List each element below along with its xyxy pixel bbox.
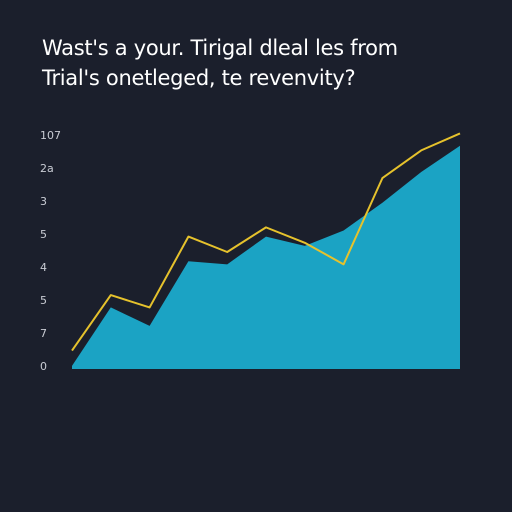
- chart-title: Wast's a your. Tirigal dleal les from Tr…: [42, 33, 482, 93]
- y-tick-label: 107: [40, 129, 61, 142]
- y-tick-label: 4: [40, 261, 47, 274]
- y-axis-ticks: 0 7 5 4 5 3 2a 107: [40, 129, 61, 373]
- y-tick-label: 0: [40, 360, 47, 373]
- y-tick-label: 7: [40, 327, 47, 340]
- chart-title-line-2: Trial's onetleged, te revenvity?: [42, 66, 356, 90]
- area-layer: [72, 145, 460, 369]
- y-tick-label: 2a: [40, 162, 54, 175]
- area-series-fill: [72, 145, 460, 369]
- line-series: [71, 132, 461, 352]
- line-layer: [71, 132, 461, 352]
- chart-title-line-1: Wast's a your. Tirigal dleal les from: [42, 36, 398, 60]
- y-tick-label: 5: [40, 294, 47, 307]
- y-tick-label: 3: [40, 195, 47, 208]
- y-tick-label: 5: [40, 228, 47, 241]
